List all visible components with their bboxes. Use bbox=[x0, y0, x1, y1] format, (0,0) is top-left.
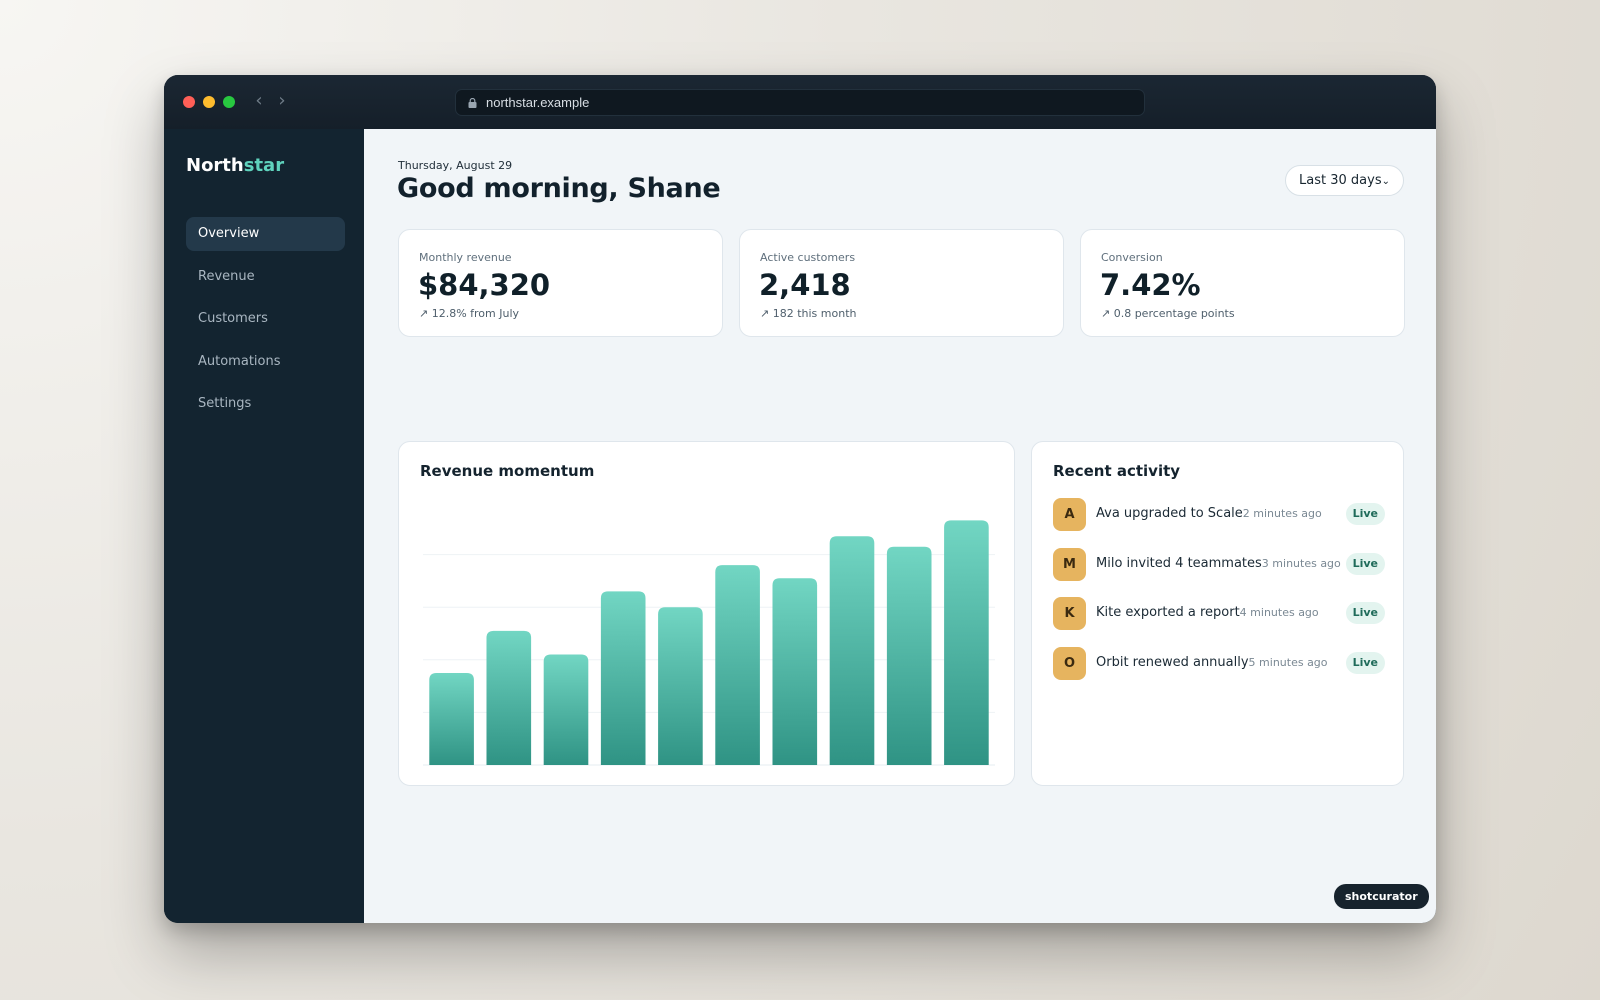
activity-title: Recent activity bbox=[1053, 462, 1181, 480]
recent-activity-card: Recent activity A Ava upgraded to Scale2… bbox=[1031, 441, 1404, 786]
chart-bar-7 bbox=[772, 578, 818, 765]
date-range-label: Last 30 days bbox=[1299, 173, 1382, 188]
chart-bar-6 bbox=[715, 565, 760, 765]
sidebar-item-automations[interactable]: Automations bbox=[198, 353, 281, 369]
stat-label: Conversion bbox=[1101, 251, 1163, 264]
chart-title: Revenue momentum bbox=[420, 462, 595, 480]
revenue-chart-card: Revenue momentum bbox=[398, 441, 1015, 786]
maximize-window-button[interactable] bbox=[223, 96, 235, 108]
stat-value: $84,320 bbox=[418, 268, 551, 302]
sidebar-item-customers[interactable]: Customers bbox=[198, 311, 268, 326]
avatar: K bbox=[1053, 597, 1086, 630]
minimize-window-button[interactable] bbox=[203, 96, 215, 108]
activity-time: 3 minutes ago bbox=[1261, 556, 1341, 570]
back-arrow-icon[interactable]: ‹ bbox=[255, 90, 263, 111]
chart-bar-5 bbox=[658, 607, 703, 765]
stat-card-monthly-revenue: Monthly revenue $84,320 ↗ 12.8% from Jul… bbox=[398, 229, 723, 337]
chevron-down-icon: ⌄ bbox=[1381, 176, 1390, 187]
revenue-bar-chart bbox=[423, 520, 995, 766]
browser-window: ‹ › northstar.example Northstar Overview… bbox=[164, 75, 1436, 923]
date-range-dropdown[interactable]: Last 30 days⌄ bbox=[1285, 165, 1404, 196]
status-badge: Live bbox=[1345, 503, 1385, 525]
sidebar-item-overview[interactable]: Overview bbox=[186, 217, 345, 251]
sidebar-item-settings[interactable]: Settings bbox=[198, 396, 252, 411]
activity-time: 5 minutes ago bbox=[1248, 655, 1328, 669]
brand-name-primary: North bbox=[186, 155, 244, 176]
stat-card-active-customers: Active customers 2,418 ↗ 182 this month bbox=[739, 229, 1064, 337]
close-window-button[interactable] bbox=[183, 96, 195, 108]
stat-value: 2,418 bbox=[759, 268, 851, 302]
sidebar: Northstar Overview Revenue Customers Aut… bbox=[164, 129, 364, 923]
chart-bar-8 bbox=[829, 536, 875, 765]
stat-delta: ↗ 182 this month bbox=[760, 307, 857, 320]
lock-icon bbox=[468, 98, 477, 108]
chart-bar-10 bbox=[944, 520, 989, 765]
chart-bar-2 bbox=[486, 630, 532, 765]
activity-text: Kite exported a report bbox=[1096, 605, 1240, 620]
stat-label: Monthly revenue bbox=[419, 251, 512, 264]
activity-text: Milo invited 4 teammates bbox=[1096, 555, 1262, 571]
sidebar-nav: Overview Revenue Customers Automations S… bbox=[186, 217, 345, 430]
activity-item[interactable]: A Ava upgraded to Scale2 minutes ago Liv… bbox=[1053, 498, 1385, 531]
browser-titlebar: ‹ › northstar.example bbox=[164, 75, 1436, 129]
avatar: A bbox=[1053, 498, 1086, 531]
sidebar-item-revenue[interactable]: Revenue bbox=[198, 268, 255, 284]
stat-value: 7.42% bbox=[1100, 268, 1201, 302]
activity-item[interactable]: K Kite exported a report4 minutes ago Li… bbox=[1053, 597, 1385, 630]
chart-bar-4 bbox=[600, 591, 646, 765]
status-badge: Live bbox=[1345, 651, 1385, 674]
url-text: northstar.example bbox=[486, 95, 590, 110]
stat-delta: ↗ 0.8 percentage points bbox=[1101, 307, 1235, 320]
activity-time: 2 minutes ago bbox=[1242, 507, 1322, 520]
avatar: M bbox=[1053, 547, 1086, 581]
stat-delta: ↗ 12.8% from July bbox=[419, 307, 520, 320]
brand-logo: Northstar bbox=[186, 155, 284, 176]
stat-label: Active customers bbox=[760, 251, 856, 264]
current-date: Thursday, August 29 bbox=[398, 159, 513, 172]
watermark-badge: shotcurator bbox=[1334, 884, 1429, 909]
activity-time: 4 minutes ago bbox=[1239, 606, 1319, 619]
avatar: O bbox=[1053, 646, 1086, 680]
chart-bar-9 bbox=[886, 546, 932, 765]
chart-bar-1 bbox=[429, 672, 474, 765]
brand-name-accent: star bbox=[243, 155, 285, 176]
page-title: Good morning, Shane bbox=[397, 173, 721, 204]
activity-text: Orbit renewed annually bbox=[1096, 654, 1249, 670]
status-badge: Live bbox=[1345, 602, 1385, 624]
activity-item[interactable]: M Milo invited 4 teammates3 minutes ago … bbox=[1053, 547, 1385, 581]
forward-arrow-icon[interactable]: › bbox=[278, 90, 286, 111]
chart-bar-3 bbox=[543, 654, 589, 765]
status-badge: Live bbox=[1345, 552, 1385, 575]
address-bar[interactable]: northstar.example bbox=[455, 89, 1145, 116]
activity-list: A Ava upgraded to Scale2 minutes ago Liv… bbox=[1053, 498, 1385, 696]
activity-text: Ava upgraded to Scale bbox=[1096, 506, 1243, 521]
stat-card-conversion: Conversion 7.42% ↗ 0.8 percentage points bbox=[1080, 229, 1405, 337]
main-content: Thursday, August 29 Good morning, Shane … bbox=[364, 129, 1436, 923]
activity-item[interactable]: O Orbit renewed annually5 minutes ago Li… bbox=[1053, 646, 1385, 680]
